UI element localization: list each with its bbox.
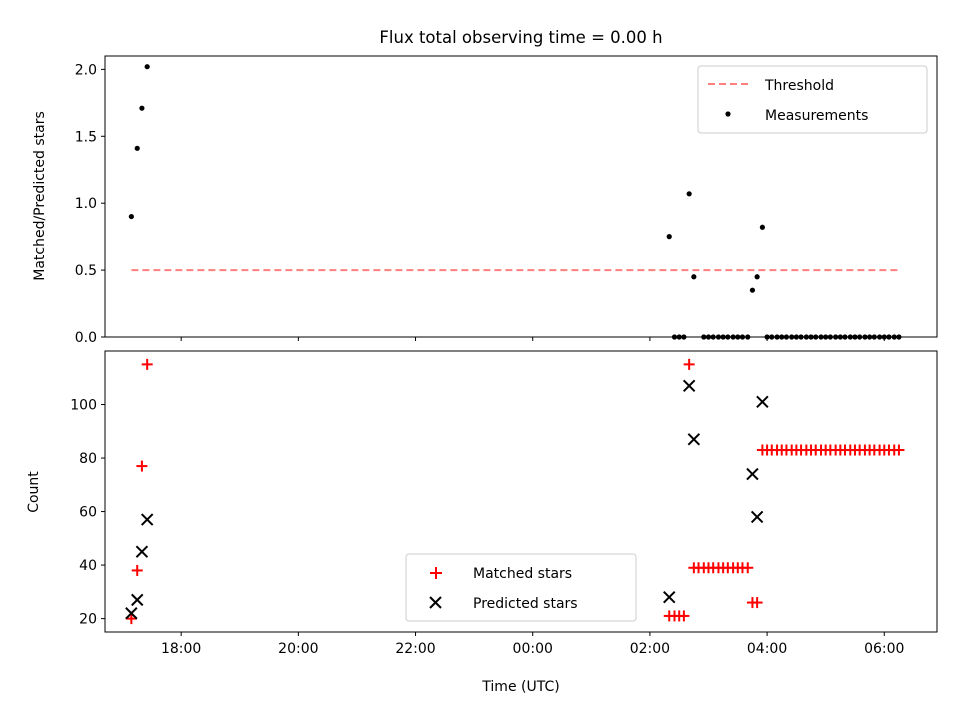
measurements-point bbox=[144, 64, 150, 70]
measurements-point bbox=[759, 224, 765, 230]
predicted-stars-point bbox=[140, 513, 154, 526]
x-axis-label: Time (UTC) bbox=[481, 679, 559, 695]
y-tick-label: 20 bbox=[79, 612, 97, 628]
x-tick-label: 00:00 bbox=[513, 641, 553, 657]
x-tick-label: 18:00 bbox=[161, 641, 201, 657]
matched-stars-point bbox=[136, 460, 148, 472]
ratio-plot-frame bbox=[104, 55, 938, 338]
x-tick-label: 22:00 bbox=[395, 641, 435, 657]
predicted-stars-point bbox=[663, 591, 676, 604]
y-tick-label: 60 bbox=[79, 505, 97, 521]
predicted-stars-point bbox=[756, 395, 769, 409]
predicted-stars-point bbox=[746, 467, 759, 481]
matched-stars-point bbox=[742, 562, 754, 574]
legend-measurements-swatch bbox=[725, 111, 731, 117]
measurements-point bbox=[128, 213, 134, 220]
y-tick-label: 0.5 bbox=[75, 263, 97, 279]
chart-title: Flux total observing time = 0.00 h bbox=[379, 28, 662, 47]
measurements-point bbox=[691, 274, 697, 280]
legend-threshold-label: Threshold bbox=[764, 78, 834, 94]
legend-measurements-label: Measurements bbox=[765, 108, 868, 124]
count-legend: Matched stars Predicted stars bbox=[405, 553, 637, 622]
y-tick-label: 1.0 bbox=[75, 196, 97, 212]
legend-predicted-swatch bbox=[429, 596, 442, 609]
x-axis: 18:00 20:00 22:00 00:00 02:00 04:00 06:00 bbox=[161, 641, 904, 657]
ratio-panel: Matched/Predicted stars 0.00.51.01.52.0 … bbox=[32, 55, 938, 346]
predicted-stars-point bbox=[135, 545, 149, 558]
y-tick-label: 2.0 bbox=[75, 62, 97, 78]
predicted-stars-point bbox=[131, 593, 144, 607]
y-tick-label: 100 bbox=[70, 398, 97, 414]
y-tick-label: 1.5 bbox=[75, 129, 97, 145]
predicted-stars-point bbox=[687, 433, 701, 446]
matched-stars-point bbox=[131, 564, 143, 576]
legend-matched-label: Matched stars bbox=[473, 566, 572, 582]
x-tick-label: 02:00 bbox=[630, 641, 670, 657]
count-plot-frame bbox=[104, 350, 938, 633]
matched-stars-point bbox=[678, 610, 690, 622]
ratio-legend-box bbox=[697, 65, 928, 134]
predicted-stars-point bbox=[682, 379, 696, 392]
count-plot-area: 20 40 60 80 100 bbox=[70, 358, 905, 636]
measurements-point bbox=[666, 234, 672, 240]
matched-stars-point bbox=[683, 358, 695, 370]
ratio-legend: Threshold Measurements bbox=[697, 65, 928, 134]
y-axis-label-ratio: Matched/Predicted stars bbox=[32, 111, 48, 281]
legend-predicted-label: Predicted stars bbox=[473, 596, 578, 612]
measurements-point bbox=[749, 287, 756, 293]
measurements-point bbox=[686, 191, 692, 197]
y-tick-label: 80 bbox=[79, 451, 97, 467]
measurements-point bbox=[139, 105, 145, 111]
x-tick-label: 06:00 bbox=[864, 641, 904, 657]
count-legend-box bbox=[405, 553, 637, 622]
x-tick-label: 20:00 bbox=[278, 641, 318, 657]
count-panel: Count 20 40 60 80 100 Matched stars Predicte… bbox=[26, 350, 938, 636]
x-tick-label: 04:00 bbox=[747, 641, 787, 657]
y-tick-label: 40 bbox=[79, 558, 97, 574]
measurements-point bbox=[134, 145, 140, 151]
matched-stars-point bbox=[893, 444, 905, 456]
measurements-point bbox=[754, 274, 760, 280]
predicted-stars-point bbox=[750, 510, 764, 524]
legend-matched-swatch bbox=[430, 567, 442, 579]
matched-stars-point bbox=[751, 597, 763, 609]
predicted-stars-point bbox=[125, 607, 138, 620]
matched-stars-point bbox=[141, 358, 153, 370]
matched-stars-point bbox=[125, 613, 137, 625]
y-axis-label-count: Count bbox=[26, 471, 42, 513]
y-tick-label: 0.0 bbox=[75, 330, 97, 346]
